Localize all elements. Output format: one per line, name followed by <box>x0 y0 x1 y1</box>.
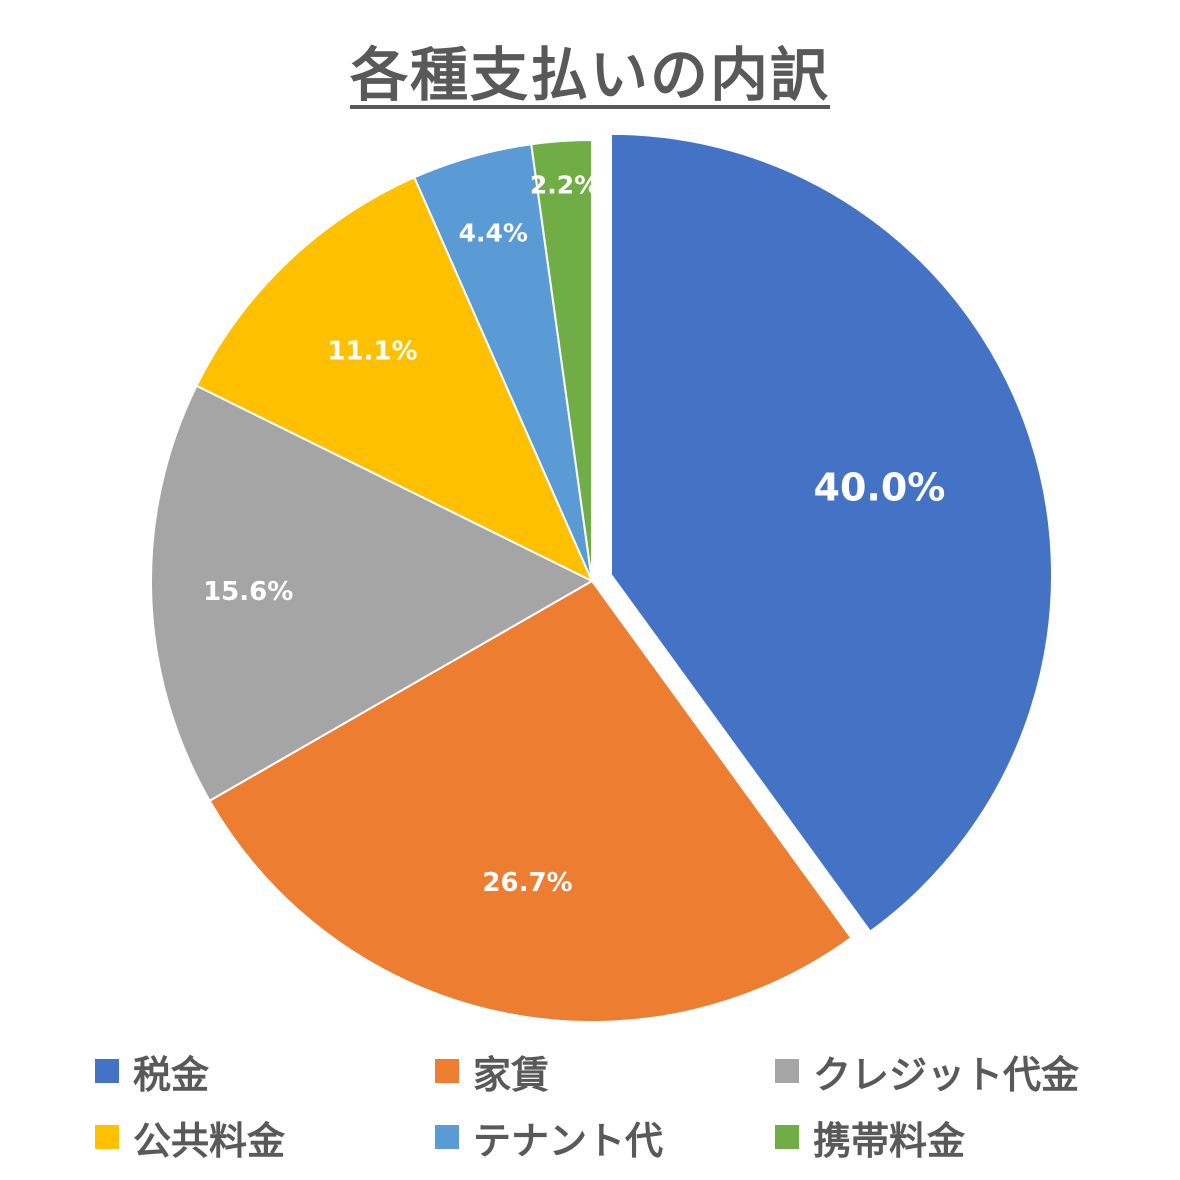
pie-slice-6 <box>530 138 593 582</box>
legend-label: 家賃 <box>473 1052 550 1097</box>
legend-swatch <box>435 1059 459 1083</box>
legend-item-1: 税金 <box>95 1048 435 1097</box>
legend-label: クレジット代金 <box>813 1052 1080 1097</box>
legend: 税金 家賃 クレジット代金公共料金 テナント代 携帯料金 <box>95 1048 1135 1163</box>
pie-slices <box>150 132 1054 1023</box>
chart-title: 各種支払いの内訳 <box>349 41 830 109</box>
legend-label: 税金 <box>133 1052 210 1097</box>
legend-swatch <box>775 1059 799 1083</box>
legend-label: 携帯料金 <box>813 1118 966 1163</box>
legend-label: テナント代 <box>473 1118 664 1163</box>
data-label-6: 2.2% <box>530 171 599 200</box>
legend-item-6: 携帯料金 <box>775 1114 1135 1163</box>
legend-swatch <box>95 1059 119 1083</box>
legend-item-3: クレジット代金 <box>775 1048 1135 1097</box>
pie-data-labels: 40.0% 26.7% 15.6% 11.1% 4.4%2.2% <box>203 171 945 898</box>
legend-swatch <box>95 1125 119 1149</box>
legend-swatch <box>435 1125 459 1149</box>
data-label-5: 4.4% <box>459 219 528 248</box>
legend-item-2: 家賃 <box>435 1048 775 1097</box>
pie-slice-2 <box>208 579 853 1023</box>
legend-item-4: 公共料金 <box>95 1114 435 1163</box>
pie-slice-1 <box>610 132 1054 933</box>
pie-slice-3 <box>150 384 595 803</box>
data-label-3: 15.6% <box>203 577 293 607</box>
pie-slice-4 <box>195 176 595 584</box>
data-label-2: 26.7% <box>482 868 572 898</box>
legend-swatch <box>775 1125 799 1149</box>
data-label-4: 11.1% <box>327 337 417 367</box>
legend-item-5: テナント代 <box>435 1114 775 1163</box>
legend-label: 公共料金 <box>133 1118 286 1163</box>
data-label-1: 40.0% <box>814 466 946 510</box>
